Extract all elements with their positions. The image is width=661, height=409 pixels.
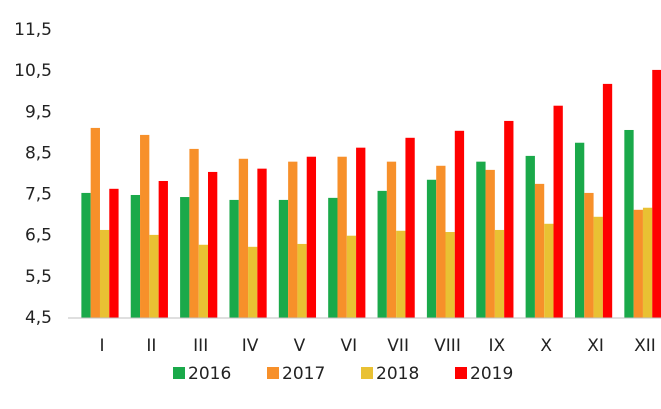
bar — [584, 192, 594, 318]
bar — [485, 169, 495, 318]
bar — [436, 165, 446, 318]
bar — [238, 158, 249, 318]
bar — [229, 199, 239, 318]
bar — [652, 69, 661, 318]
x-tick-label: III — [193, 336, 208, 356]
bar — [99, 229, 110, 318]
bar — [445, 232, 455, 318]
bar — [158, 180, 168, 318]
y-tick-label: 4,5 — [25, 308, 52, 328]
bar — [208, 171, 218, 318]
bar — [257, 168, 267, 318]
bar — [198, 244, 208, 318]
bar — [642, 207, 653, 318]
bar — [534, 183, 545, 318]
bar — [454, 130, 465, 318]
bar — [278, 199, 289, 318]
legend-swatch — [361, 367, 373, 379]
y-tick-label: 5,5 — [25, 267, 52, 287]
bar — [426, 179, 437, 318]
x-tick-label: IX — [489, 336, 506, 356]
bar — [306, 156, 317, 318]
x-tick-label: VII — [387, 336, 409, 356]
bar — [297, 243, 307, 318]
x-tick-label: XII — [634, 336, 656, 356]
bar — [504, 120, 514, 318]
x-tick-label: VIII — [434, 336, 461, 356]
legend-swatch — [455, 367, 467, 379]
bar — [90, 127, 100, 318]
x-tick-label: I — [99, 336, 104, 356]
y-tick-label: 8,5 — [25, 143, 52, 163]
bar — [81, 192, 91, 318]
bar — [140, 134, 150, 318]
legend-label: 2016 — [188, 364, 231, 384]
bar — [149, 234, 159, 318]
bar — [328, 197, 338, 318]
bar — [525, 155, 535, 318]
bar — [494, 229, 505, 318]
x-tick-label: IV — [242, 336, 259, 356]
x-tick-label: XI — [587, 336, 604, 356]
y-tick-label: 11,5 — [14, 20, 52, 40]
bar — [624, 129, 634, 318]
bar — [248, 246, 258, 318]
bar — [180, 197, 190, 318]
bar — [553, 105, 563, 319]
y-tick-label: 10,5 — [14, 61, 52, 81]
bar — [130, 194, 141, 318]
bar — [593, 216, 603, 318]
bar — [109, 188, 119, 318]
y-tick-label: 9,5 — [25, 102, 52, 122]
bar — [396, 230, 406, 318]
x-tick-label: VI — [340, 336, 357, 356]
bar — [386, 161, 397, 318]
x-tick-label: II — [146, 336, 156, 356]
legend-label: 2017 — [282, 364, 325, 384]
x-tick-label: X — [540, 336, 552, 356]
bar — [377, 190, 387, 318]
bar — [356, 147, 366, 318]
legend-label: 2019 — [470, 364, 513, 384]
legend-swatch — [267, 367, 279, 379]
bar — [476, 161, 486, 318]
bar — [602, 83, 613, 318]
legend-swatch — [173, 367, 185, 379]
y-tick-label: 7,5 — [25, 185, 52, 205]
bar — [633, 209, 643, 318]
legend-label: 2018 — [376, 364, 419, 384]
bar — [288, 161, 298, 318]
bar — [189, 148, 199, 318]
bar — [337, 156, 347, 318]
bar — [346, 235, 357, 318]
bar — [574, 142, 585, 318]
bar — [405, 137, 415, 318]
bar — [544, 223, 554, 318]
y-tick-label: 6,5 — [25, 226, 52, 246]
x-tick-label: V — [294, 336, 306, 356]
